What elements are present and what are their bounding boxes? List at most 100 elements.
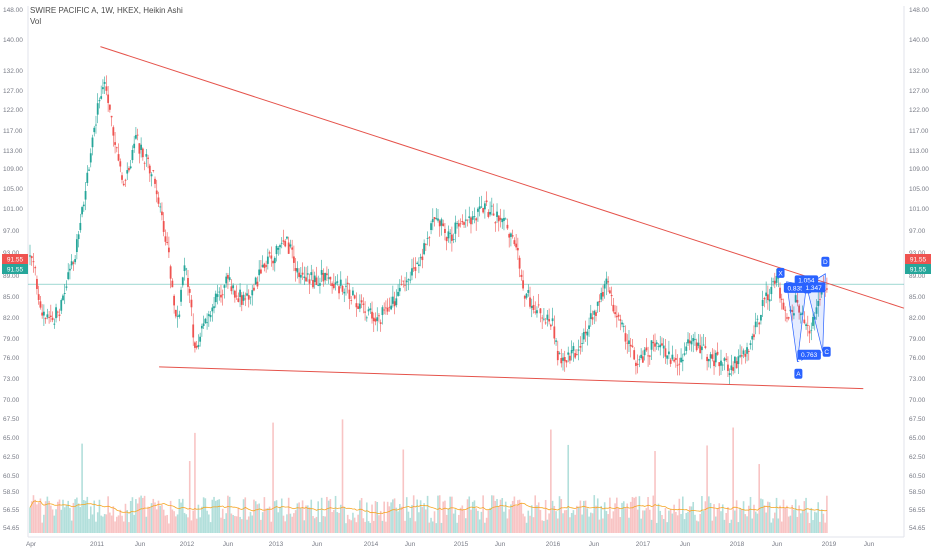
volume-bar xyxy=(305,505,307,533)
volume-bar xyxy=(720,511,722,533)
volume-bar xyxy=(822,513,825,533)
volume-bar xyxy=(688,506,691,533)
volume-bar xyxy=(626,503,629,533)
candle-body xyxy=(242,294,245,301)
volume-bar xyxy=(313,518,316,533)
candle-body xyxy=(499,217,502,220)
volume-bar xyxy=(378,515,380,533)
candle-body xyxy=(409,279,412,281)
volume-bar xyxy=(364,521,366,533)
candle-body xyxy=(812,316,814,326)
volume-bar xyxy=(105,514,108,533)
candle-body xyxy=(378,315,380,317)
volume-bar xyxy=(725,513,728,533)
candle-body xyxy=(30,256,33,259)
volume-bar xyxy=(143,495,146,533)
candle-body xyxy=(48,317,50,318)
y-tick-left: 76.00 xyxy=(3,355,20,362)
volume-bar xyxy=(327,500,330,533)
volume-bar xyxy=(399,504,401,533)
candle-body xyxy=(796,299,799,303)
candle-body xyxy=(803,319,806,324)
volume-bar xyxy=(56,501,59,533)
candle-body xyxy=(268,252,271,254)
volume-bar xyxy=(530,505,533,533)
volume-bar xyxy=(683,519,686,533)
candle-body xyxy=(629,344,632,347)
volume-bar xyxy=(39,498,42,533)
volume-bar xyxy=(624,507,627,533)
candle-body xyxy=(461,221,464,223)
candle-body xyxy=(67,272,70,280)
volume-bar xyxy=(223,518,226,533)
volume-bar xyxy=(241,519,243,533)
candle-body xyxy=(692,337,695,342)
volume-bar xyxy=(680,514,682,533)
volume-bar xyxy=(175,516,177,533)
candle-body xyxy=(167,247,170,253)
volume-bar xyxy=(272,422,274,533)
volume-bar xyxy=(343,507,346,533)
volume-bar xyxy=(753,504,755,533)
candle-body xyxy=(777,277,780,279)
candle-body xyxy=(405,280,408,283)
candle-body xyxy=(379,322,382,324)
candle-body xyxy=(348,289,351,299)
volume-bar xyxy=(588,516,590,533)
candle-body xyxy=(261,264,264,268)
candle-body xyxy=(681,359,684,362)
candle-body xyxy=(204,318,207,324)
volume-bar xyxy=(782,499,785,533)
y-tick-left: 132.00 xyxy=(3,68,23,75)
volume-bar xyxy=(437,495,439,533)
candle-body xyxy=(617,314,620,317)
candle-body xyxy=(454,222,457,234)
candle-body xyxy=(661,343,663,346)
candle-body xyxy=(105,86,108,91)
volume-bar xyxy=(466,499,469,533)
x-tick-label: Jun xyxy=(312,541,323,548)
candle-body xyxy=(216,294,219,297)
volume-bar xyxy=(555,511,557,533)
price-badge-right-bottom-bg xyxy=(905,264,931,274)
volume-bar xyxy=(60,509,63,533)
volume-bar xyxy=(510,504,512,533)
candle-body xyxy=(449,232,452,234)
volume-bar xyxy=(51,509,54,533)
volume-bar xyxy=(560,499,563,533)
volume-bar xyxy=(294,510,297,533)
volume-bar xyxy=(235,516,238,533)
candle-body xyxy=(582,332,585,340)
candle-body xyxy=(400,284,403,285)
y-tick-right: 79.00 xyxy=(909,336,926,343)
candle-body xyxy=(272,260,274,264)
candle-body xyxy=(529,297,531,307)
candle-body xyxy=(598,301,601,303)
volume-bar xyxy=(178,498,181,533)
volume-bar xyxy=(116,516,118,533)
candle-body xyxy=(228,277,231,281)
volume-bar xyxy=(767,501,769,533)
candle-body xyxy=(450,234,453,241)
candle-body xyxy=(725,358,728,360)
volume-bar xyxy=(593,495,596,533)
candle-body xyxy=(284,241,287,247)
volume-bar xyxy=(572,510,575,533)
candle-body xyxy=(313,275,316,283)
volume-bar xyxy=(300,508,302,533)
candle-body xyxy=(543,318,545,320)
volume-bar xyxy=(126,510,129,533)
y-tick-left: 70.00 xyxy=(3,397,20,404)
candle-body xyxy=(733,356,736,364)
candle-body xyxy=(369,308,372,311)
volume-bar xyxy=(477,510,479,533)
volume-bar xyxy=(168,523,170,533)
volume-bar xyxy=(268,506,271,533)
volume-bar xyxy=(135,499,137,533)
candle-body xyxy=(452,239,455,240)
candle-body xyxy=(110,115,113,118)
volume-bar xyxy=(598,519,601,533)
y-tick-right: 93.00 xyxy=(909,250,926,257)
volume-bar xyxy=(254,501,257,533)
candle-body xyxy=(714,352,717,363)
